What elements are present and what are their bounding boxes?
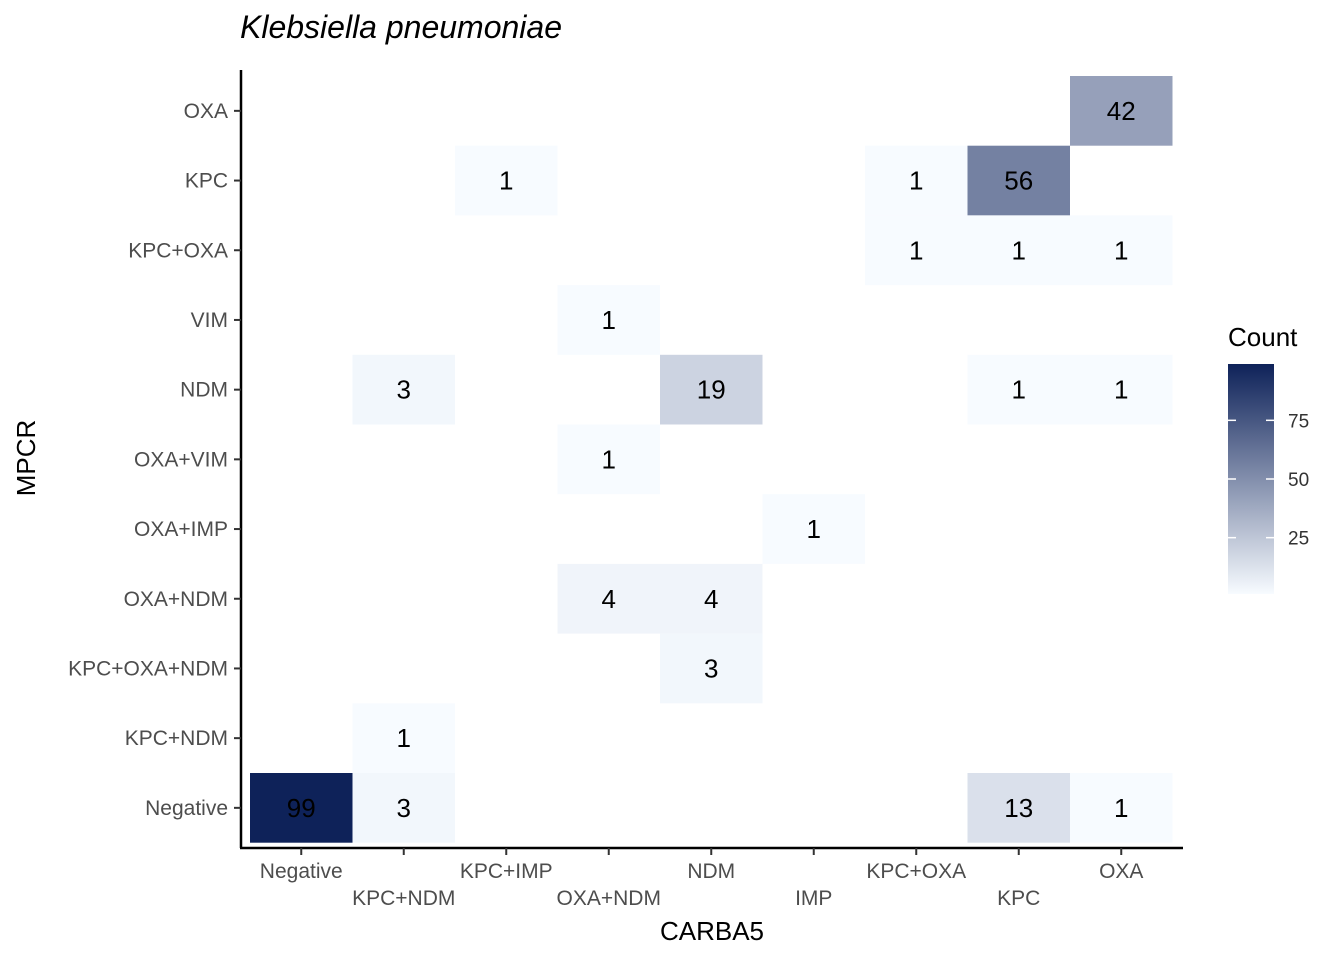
y-tick-label: OXA: [184, 100, 228, 123]
heatmap-cell: [660, 633, 763, 704]
y-tick-label: Negative: [145, 797, 228, 820]
heatmap-cell: [967, 215, 1070, 286]
y-tick-label: NDM: [180, 379, 228, 402]
heatmap-cell: [1070, 215, 1173, 286]
legend-title: Count: [1228, 322, 1298, 352]
heatmap-cell: [455, 145, 558, 216]
cell-value-label: 1: [397, 723, 411, 753]
heatmap-cell: [865, 215, 968, 286]
x-axis-title: CARBA5: [660, 916, 764, 946]
heatmap-cell: [352, 703, 455, 773]
heatmap-cell: [557, 285, 660, 355]
cell-value-label: 1: [1114, 235, 1128, 265]
legend-tick-label: 25: [1288, 529, 1309, 550]
x-tick-label: NDM: [687, 860, 735, 883]
x-tick-label: KPC+OXA: [866, 860, 966, 883]
y-axis-title: MPCR: [11, 420, 41, 497]
y-tick-label: KPC: [185, 170, 228, 193]
x-tick-label: OXA: [1099, 860, 1143, 883]
heatmap-cell: [967, 354, 1070, 425]
cell-value-label: 56: [1004, 166, 1033, 196]
cell-value-label: 1: [807, 514, 821, 544]
y-tick-label: KPC+OXA+NDM: [68, 657, 228, 680]
cell-value-label: 42: [1107, 96, 1136, 126]
cell-value-label: 1: [1114, 793, 1128, 823]
cell-value-label: 1: [1114, 375, 1128, 405]
heatmap-cell: [1070, 773, 1173, 843]
y-tick-label: OXA+NDM: [124, 588, 228, 611]
cell-value-label: 1: [1012, 235, 1026, 265]
x-tick-label: Negative: [260, 860, 343, 883]
heatmap-cell: [250, 773, 353, 843]
y-tick-label: KPC+NDM: [125, 727, 228, 750]
y-tick-label: OXA+IMP: [134, 518, 228, 541]
heatmap-cell: [352, 354, 455, 425]
cell-value-label: 1: [499, 166, 513, 196]
legend-tick-label: 75: [1288, 411, 1309, 432]
cell-value-label: 1: [602, 444, 616, 474]
heatmap-cell: [660, 354, 763, 425]
cell-value-label: 99: [287, 793, 316, 823]
heatmap-cell: [352, 773, 455, 843]
x-tick-label: KPC+IMP: [460, 860, 553, 883]
cell-value-label: 1: [909, 235, 923, 265]
y-tick-label: KPC+OXA: [128, 239, 228, 262]
legend-tick-label: 50: [1288, 470, 1309, 491]
y-tick-label: VIM: [191, 309, 228, 332]
cell-value-label: 19: [697, 375, 726, 405]
heatmap-cell: [557, 424, 660, 495]
cell-value-label: 3: [704, 653, 718, 683]
y-axis-ticks: OXA KPC KPC+OXA VIM NDM OXA+VIM OXA+IMP OXA+NDM…: [68, 100, 241, 820]
cell-value-label: 1: [909, 166, 923, 196]
cell-value-label: 13: [1004, 793, 1033, 823]
chart-title: Klebsiella pneumoniae: [240, 9, 562, 45]
cell-value-label: 1: [1012, 375, 1026, 405]
heatmap-cell: [660, 563, 763, 634]
heatmap-cell: [557, 563, 660, 634]
heatmap-cell: [762, 494, 865, 564]
y-tick-label: OXA+VIM: [134, 448, 228, 471]
heatmap-cell: [967, 773, 1070, 843]
heatmap-cell: [1070, 76, 1173, 146]
heatmap-cell: [967, 145, 1070, 216]
heatmap-cell: [1070, 354, 1173, 425]
x-tick-label: KPC+NDM: [352, 887, 455, 910]
cell-value-label: 1: [602, 305, 616, 335]
x-tick-label: OXA+NDM: [557, 887, 661, 910]
cell-value-label: 4: [704, 584, 718, 614]
x-tick-label: KPC: [997, 887, 1040, 910]
heatmap-cell: [865, 145, 968, 216]
color-legend: Count 25 50 75: [1228, 322, 1309, 594]
x-tick-label: IMP: [795, 887, 832, 910]
cell-value-label: 3: [397, 793, 411, 823]
cell-value-label: 3: [397, 375, 411, 405]
cell-value-label: 4: [602, 584, 616, 614]
